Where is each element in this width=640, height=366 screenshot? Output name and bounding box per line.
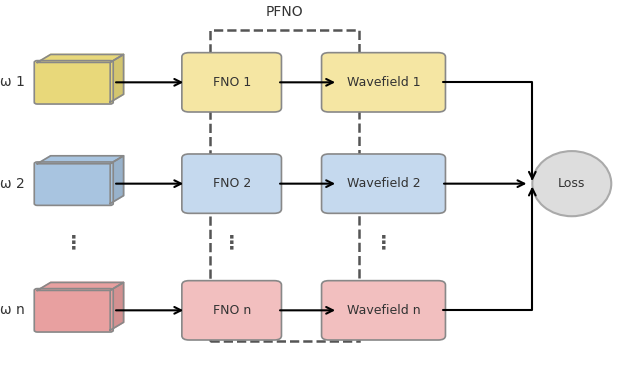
Polygon shape [37, 283, 124, 290]
Text: PFNO: PFNO [266, 5, 303, 19]
Text: Loss: Loss [558, 177, 586, 190]
FancyBboxPatch shape [321, 154, 445, 213]
FancyBboxPatch shape [182, 281, 282, 340]
Text: ⋮: ⋮ [222, 234, 241, 253]
FancyBboxPatch shape [35, 162, 113, 205]
Text: Wavefield n: Wavefield n [347, 304, 420, 317]
Text: ⋮: ⋮ [374, 234, 393, 253]
Polygon shape [110, 55, 124, 102]
Text: ω 2: ω 2 [1, 177, 25, 191]
Text: Wavefield 1: Wavefield 1 [347, 76, 420, 89]
Text: Wavefield 2: Wavefield 2 [347, 177, 420, 190]
Ellipse shape [532, 151, 611, 216]
Text: ω 1: ω 1 [0, 75, 25, 89]
Polygon shape [110, 283, 124, 330]
Text: ω n: ω n [1, 303, 25, 317]
Polygon shape [37, 55, 124, 63]
Polygon shape [37, 156, 124, 164]
FancyBboxPatch shape [182, 154, 282, 213]
Polygon shape [110, 156, 124, 203]
FancyBboxPatch shape [35, 289, 113, 332]
FancyBboxPatch shape [321, 281, 445, 340]
Text: FNO 1: FNO 1 [212, 76, 251, 89]
FancyBboxPatch shape [182, 53, 282, 112]
Text: FNO n: FNO n [212, 304, 251, 317]
FancyBboxPatch shape [321, 53, 445, 112]
Text: ⋮: ⋮ [64, 234, 83, 253]
Text: FNO 2: FNO 2 [212, 177, 251, 190]
FancyBboxPatch shape [35, 61, 113, 104]
